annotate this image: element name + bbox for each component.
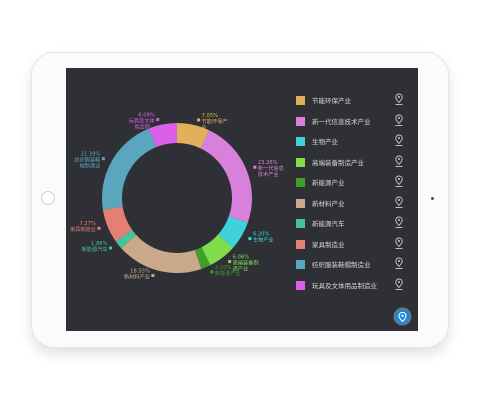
slice-3[interactable]: [218, 216, 248, 248]
chart-screen: 7.05%节能环保产业 23.26%新一代信息技术产业 6.20%生物产业 6.06%…: [66, 68, 418, 331]
slice-8[interactable]: [102, 206, 133, 242]
legend-label: 生物产业: [312, 138, 338, 146]
slice-label: 1.86%新能源汽车: [82, 241, 108, 253]
legend-item[interactable]: 高端装备制造产业: [294, 155, 414, 176]
legend-item[interactable]: 新一代信息技术产业: [294, 114, 414, 135]
slice-9[interactable]: [102, 128, 157, 210]
legend-swatch: [296, 96, 305, 105]
legend-swatch: [296, 239, 305, 249]
slice-label: 21.39%纺织服装鞋帽制造业: [74, 152, 100, 170]
legend-item[interactable]: 新能源汽车: [294, 216, 414, 237]
location-pin-icon[interactable]: [394, 216, 404, 230]
donut-chart: 7.05%节能环保产业 23.26%新一代信息技术产业 6.20%生物产业 6.06%…: [70, 112, 284, 280]
legend-swatch: [296, 116, 305, 126]
legend-swatch: [296, 280, 305, 290]
legend-label: 家具制造业: [312, 240, 345, 249]
slice-label-marker: [210, 270, 214, 274]
legend-swatch: [296, 260, 305, 269]
slice-label-marker: [151, 273, 155, 277]
location-pin-icon[interactable]: [394, 134, 404, 148]
location-pin-icon[interactable]: [394, 155, 404, 169]
slice-label-marker: [101, 157, 105, 161]
slice-label: 6.06%高端装备制造产业: [233, 255, 259, 273]
slice-label: 7.27%家具制造业: [70, 221, 96, 233]
legend-item[interactable]: 节能环保产业: [294, 93, 414, 114]
slice-2[interactable]: [200, 130, 252, 223]
legend-label: 节能环保产业: [312, 97, 351, 105]
legend-swatch: [296, 198, 305, 208]
slice-4[interactable]: [201, 234, 234, 266]
locate-button[interactable]: [395, 309, 410, 324]
location-pin-icon[interactable]: [394, 278, 404, 292]
location-pin-icon[interactable]: [394, 114, 404, 128]
slice-label: 6.09%玩具及文体用品制...: [129, 112, 156, 130]
slice-label: 7.05%节能环保产业: [202, 113, 228, 131]
slice-label-marker: [156, 117, 160, 121]
slice-6[interactable]: [121, 234, 202, 273]
slice-7[interactable]: [115, 229, 137, 249]
legend-item[interactable]: 家具制造业: [294, 237, 414, 258]
legend-item[interactable]: 玩具及文体用品制造业: [294, 278, 414, 299]
slice-label: 2.10%新能源产业: [215, 265, 241, 277]
legend-item[interactable]: 生物产业: [294, 134, 414, 155]
slice-label-marker: [253, 165, 257, 169]
legend-swatch: [296, 178, 305, 187]
legend-label: 纺织服装鞋帽制造业: [312, 261, 371, 269]
location-pin-icon[interactable]: [394, 257, 404, 271]
slice-label-marker: [197, 118, 201, 122]
slice-label-marker: [228, 260, 232, 264]
legend-label: 新能源产业: [312, 179, 345, 187]
chart-legend: 节能环保产业新一代信息技术产业 生物产业高端装备制造产业 新能源产业新材料产业新能源…: [294, 93, 414, 298]
location-pin-icon[interactable]: [394, 175, 404, 189]
legend-swatch: [296, 219, 305, 228]
legend-label: 新能源汽车: [312, 220, 345, 228]
slice-10[interactable]: [148, 123, 177, 147]
legend-item[interactable]: 新能源产业: [294, 175, 414, 196]
home-button[interactable]: [41, 191, 55, 205]
legend-item[interactable]: 新材料产业: [294, 196, 414, 217]
slice-label: 6.20%生物产业: [253, 232, 274, 244]
slice-label: 23.26%新一代信息技术产业: [258, 160, 284, 178]
slice-label-marker: [248, 237, 252, 241]
location-pin-icon[interactable]: [394, 196, 404, 210]
slice-label: 18.55%新材料产业: [124, 268, 150, 280]
slice-5[interactable]: [194, 247, 211, 269]
legend-label: 高端装备制造产业: [312, 158, 364, 167]
legend-item[interactable]: 纺织服装鞋帽制造业: [294, 257, 414, 278]
location-pin-icon[interactable]: [394, 237, 404, 251]
slice-label-marker: [97, 226, 101, 230]
slice-1[interactable]: [177, 123, 210, 149]
legend-swatch: [296, 137, 305, 146]
legend-label: 新一代信息技术产业: [312, 117, 371, 126]
legend-label: 玩具及文体用品制造业: [312, 281, 377, 290]
camera-dot: [431, 197, 434, 200]
legend-label: 新材料产业: [312, 199, 345, 208]
location-pin-icon: [398, 311, 407, 322]
legend-swatch: [296, 157, 305, 167]
location-pin-icon[interactable]: [394, 93, 404, 107]
slice-label-marker: [109, 246, 113, 250]
